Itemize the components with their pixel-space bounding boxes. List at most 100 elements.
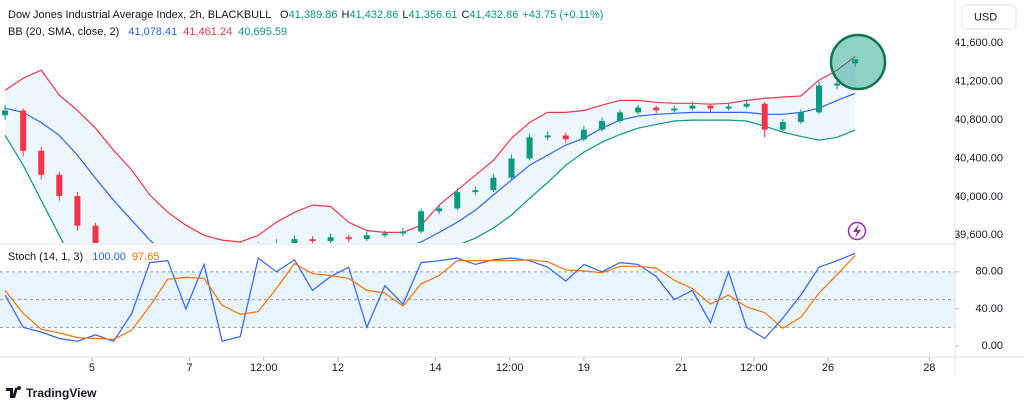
- bb-line: [4, 56, 856, 243]
- bb-band: [5, 56, 856, 243]
- candle-body: [617, 112, 624, 122]
- y-tick-label: 80.00: [975, 266, 1003, 278]
- candle-body: [852, 59, 859, 64]
- legend-value: 100.00: [92, 251, 126, 263]
- ohlc-value: 41,356.61: [409, 9, 458, 21]
- candle-body: [291, 239, 298, 243]
- legend-value: 41,078.41: [128, 26, 177, 38]
- candle-body: [526, 137, 533, 159]
- ohlc-key: C: [461, 9, 469, 21]
- candle-body: [743, 103, 750, 107]
- x-tick-label: 12:00: [250, 362, 278, 374]
- candle-body: [327, 237, 334, 242]
- lightning-icon[interactable]: [847, 221, 867, 241]
- bb-line: [4, 92, 856, 243]
- ohlc-key: H: [342, 9, 350, 21]
- candle-body: [598, 121, 605, 130]
- x-tick-label: 7: [186, 362, 192, 374]
- y-tick-label: 40,800.00: [954, 114, 1003, 126]
- candle-body: [418, 211, 425, 232]
- bb-line: [4, 119, 856, 243]
- candle-body: [309, 239, 316, 242]
- x-tick-label: 12:00: [496, 362, 524, 374]
- candle-body: [508, 158, 515, 178]
- stoch-line: [4, 255, 856, 341]
- candle-body: [92, 225, 99, 243]
- x-tick-label: 28: [923, 362, 935, 374]
- candle-body: [74, 195, 81, 226]
- stoch-line: [4, 252, 856, 343]
- currency-label: USD: [974, 11, 997, 23]
- candle-body: [689, 105, 696, 109]
- candle-body: [797, 112, 804, 122]
- candle-body: [381, 233, 388, 236]
- y-tick-label: 40,000.00: [954, 191, 1003, 203]
- y-tick-label: 39,600.00: [954, 229, 1003, 241]
- stoch-pane: [0, 252, 955, 343]
- candle-body: [454, 192, 461, 209]
- bb-title: BB (20, SMA, close, 2): [8, 26, 119, 38]
- candle-body: [436, 208, 443, 212]
- candle-body: [399, 231, 406, 234]
- candle-body: [20, 110, 27, 151]
- x-tick-label: 5: [89, 362, 95, 374]
- candle-body: [707, 105, 714, 109]
- symbol-legend: Dow Jones Industrial Average Index, 2h, …: [8, 9, 603, 21]
- candle-body: [237, 245, 243, 255]
- x-tick-label: 12: [332, 362, 344, 374]
- y-tick-label: 41,600.00: [954, 37, 1003, 49]
- highlight-ring: [829, 33, 887, 91]
- ohlc-value: 41,432.86: [469, 9, 518, 21]
- brand-name: TradingView: [26, 386, 97, 400]
- symbol: Dow Jones Industrial Average Index, 2h, …: [8, 9, 271, 21]
- candle-body: [38, 150, 45, 175]
- y-tick-label: 0.00: [982, 340, 1003, 352]
- ohlc-key: O: [280, 9, 289, 21]
- ohlc-value: 41,389.86: [289, 9, 338, 21]
- legend-value: 41,461.24: [183, 26, 232, 38]
- candle-body: [761, 103, 768, 130]
- candle-body: [255, 245, 261, 250]
- x-tick-label: 26: [822, 362, 834, 374]
- ohlc-key: L: [402, 9, 408, 21]
- candle-body: [671, 108, 678, 111]
- candle-body: [635, 107, 642, 113]
- currency-button[interactable]: USD: [961, 4, 1017, 30]
- candle-body: [183, 259, 189, 269]
- candle-body: [834, 83, 841, 86]
- y-tick-label: 40,400.00: [954, 152, 1003, 164]
- price-pane: [2, 56, 859, 269]
- y-tick-label: 41,200.00: [954, 76, 1003, 88]
- branding: TradingView: [6, 386, 97, 400]
- candle-body: [472, 190, 479, 193]
- stoch-band: [0, 271, 955, 328]
- x-tick-label: 14: [429, 362, 441, 374]
- candle-body: [490, 177, 497, 191]
- x-tick-label: 21: [675, 362, 687, 374]
- stoch-legend: Stoch (14, 1, 3) 100.00 97.65: [8, 251, 159, 263]
- candle-body: [2, 110, 9, 116]
- bb-legend: BB (20, SMA, close, 2) 41,078.41 41,461.2…: [8, 26, 287, 38]
- stoch-title: Stoch (14, 1, 3): [8, 251, 83, 263]
- candle-body: [580, 129, 587, 140]
- candle-body: [56, 174, 63, 196]
- candle-body: [345, 237, 352, 240]
- logo-mark: [6, 386, 22, 398]
- candle-body: [779, 121, 786, 130]
- legend-value: 40,695.59: [238, 26, 287, 38]
- candle-body: [653, 107, 660, 111]
- ohlc-value: 41,432.86: [349, 9, 398, 21]
- candle-body: [219, 255, 225, 265]
- x-tick-label: 19: [578, 362, 590, 374]
- axes: 39,600.00 40,000.00 40,400.00 40,800.00 41,2…: [89, 37, 1003, 374]
- candle-body: [815, 85, 822, 113]
- change: +43.75 (+0.11%): [522, 9, 603, 21]
- candle-body: [363, 235, 370, 240]
- y-tick-label: 40.00: [975, 303, 1003, 315]
- x-tick-label: 12:00: [740, 362, 768, 374]
- candle-body: [725, 106, 732, 109]
- candle-body: [544, 135, 551, 138]
- candle-body: [562, 135, 569, 140]
